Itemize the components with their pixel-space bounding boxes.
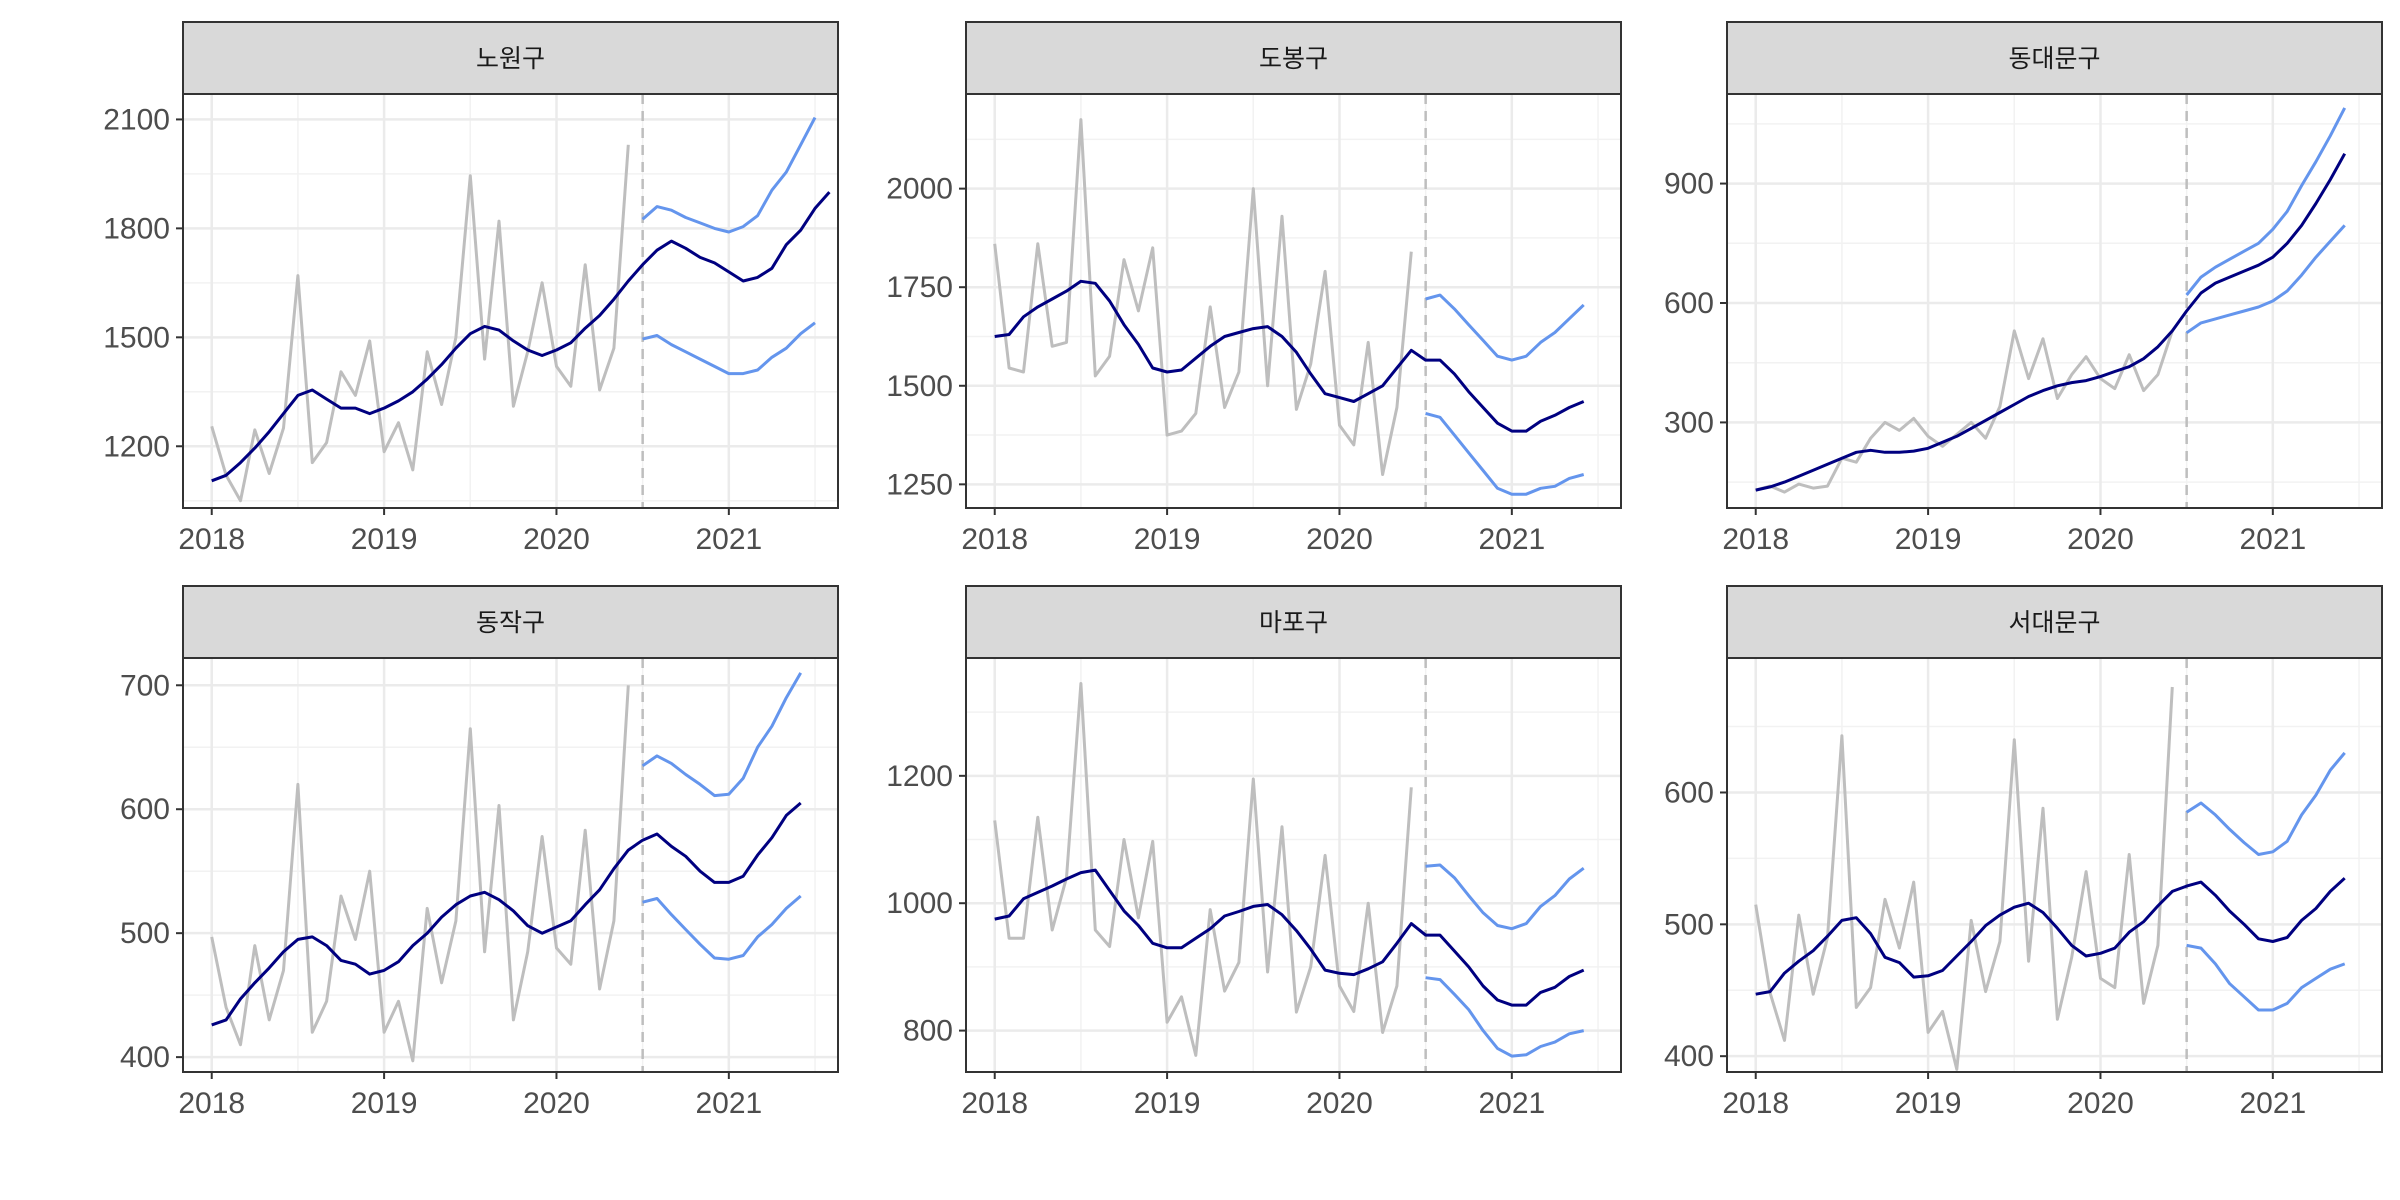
y-tick-label: 900 bbox=[1664, 168, 1714, 201]
interval-low-line bbox=[642, 321, 816, 376]
history-line bbox=[210, 685, 630, 1063]
plot-background bbox=[1727, 658, 2382, 1072]
x-tick-label: 2019 bbox=[1134, 523, 1201, 556]
x-tick-label: 2020 bbox=[1306, 523, 1373, 556]
plot-border bbox=[1726, 657, 2383, 1073]
trend-line bbox=[1755, 152, 2347, 492]
strip-background bbox=[1726, 585, 2383, 659]
trend-line bbox=[994, 868, 1585, 1007]
trend-line bbox=[994, 279, 1585, 433]
trend-line bbox=[211, 191, 831, 483]
history-line bbox=[993, 682, 1413, 1057]
x-tick-label: 2019 bbox=[1134, 1087, 1201, 1120]
plot-border bbox=[182, 93, 839, 509]
plot-background bbox=[966, 658, 1621, 1072]
y-tick-label: 1200 bbox=[886, 760, 953, 793]
facet-panel: 도봉구 1250 1500 1750 2000 2018 2019 2020 2021 bbox=[886, 21, 1622, 556]
y-tick-label: 600 bbox=[1664, 287, 1714, 320]
interval-high-line bbox=[1425, 863, 1585, 931]
history-line bbox=[210, 144, 630, 503]
interval-high-line bbox=[1425, 293, 1585, 362]
y-tick-label: 1500 bbox=[103, 321, 170, 354]
trend-line bbox=[1755, 877, 2346, 996]
history-line bbox=[993, 118, 1413, 476]
y-tick-label: 1200 bbox=[103, 430, 170, 463]
plot-background bbox=[1727, 94, 2382, 508]
interval-high-line bbox=[2185, 751, 2346, 856]
x-tick-label: 2020 bbox=[2067, 523, 2134, 556]
interval-high-line bbox=[641, 116, 817, 234]
interval-high-line bbox=[641, 672, 802, 798]
x-tick-label: 2021 bbox=[695, 1087, 762, 1120]
facet-panel: 노원구 1200 1500 1800 2100 2018 2019 2020 2021 bbox=[103, 21, 839, 556]
history-line bbox=[1755, 329, 2174, 494]
y-tick-label: 1000 bbox=[886, 887, 953, 920]
x-tick-label: 2018 bbox=[1722, 523, 1789, 556]
x-tick-label: 2018 bbox=[1722, 1087, 1789, 1120]
y-tick-label: 400 bbox=[1664, 1040, 1714, 1073]
y-tick-label: 400 bbox=[120, 1041, 170, 1074]
plot-border bbox=[965, 93, 1622, 509]
x-tick-label: 2021 bbox=[1478, 1087, 1545, 1120]
strip-title: 노원구 bbox=[476, 44, 545, 73]
strip-title: 마포구 bbox=[1259, 608, 1328, 637]
strip-title: 서대문구 bbox=[2008, 608, 2100, 637]
plot-background bbox=[966, 94, 1621, 508]
y-tick-label: 1750 bbox=[886, 271, 953, 304]
x-tick-label: 2018 bbox=[178, 523, 245, 556]
x-tick-label: 2019 bbox=[351, 523, 418, 556]
strip-background bbox=[1726, 21, 2383, 95]
y-tick-label: 2000 bbox=[886, 173, 953, 206]
y-tick-label: 1250 bbox=[886, 468, 953, 501]
y-tick-label: 600 bbox=[120, 793, 170, 826]
x-tick-label: 2018 bbox=[961, 1087, 1028, 1120]
x-tick-label: 2019 bbox=[1895, 1087, 1962, 1120]
plot-border bbox=[965, 657, 1622, 1073]
x-tick-label: 2018 bbox=[961, 523, 1028, 556]
interval-high-line bbox=[2185, 107, 2347, 296]
x-tick-label: 2018 bbox=[178, 1087, 245, 1120]
y-tick-label: 600 bbox=[1664, 776, 1714, 809]
facet-panel: 마포구 800 1000 1200 2018 2019 2020 2021 bbox=[886, 585, 1622, 1120]
x-tick-label: 2019 bbox=[1895, 523, 1962, 556]
y-tick-label: 800 bbox=[903, 1015, 953, 1048]
x-tick-label: 2019 bbox=[351, 1087, 418, 1120]
y-tick-label: 300 bbox=[1664, 406, 1714, 439]
y-tick-label: 1800 bbox=[103, 212, 170, 245]
y-tick-label: 2100 bbox=[103, 103, 170, 136]
plot-background bbox=[183, 658, 838, 1072]
facet-panel: 동대문구 300 600 900 2018 2019 2020 2021 bbox=[1664, 21, 2383, 556]
x-tick-label: 2021 bbox=[695, 523, 762, 556]
x-tick-label: 2020 bbox=[523, 1087, 590, 1120]
interval-low-line bbox=[2186, 943, 2346, 1012]
plot-border bbox=[182, 657, 839, 1073]
x-tick-label: 2020 bbox=[1306, 1087, 1373, 1120]
interval-low-line bbox=[2185, 224, 2346, 335]
strip-background bbox=[182, 585, 839, 659]
interval-low-line bbox=[1425, 976, 1585, 1058]
x-tick-label: 2020 bbox=[523, 523, 590, 556]
y-tick-label: 700 bbox=[120, 669, 170, 702]
x-tick-label: 2020 bbox=[2067, 1087, 2134, 1120]
x-tick-label: 2021 bbox=[2239, 1087, 2306, 1120]
facet-panels: 노원구 1200 1500 1800 2100 2018 2019 2020 2021 도봉구 12… bbox=[103, 21, 2383, 1120]
strip-title: 동작구 bbox=[476, 608, 545, 637]
y-tick-label: 500 bbox=[1664, 908, 1714, 941]
interval-low-line bbox=[642, 894, 802, 961]
facet-panel: 서대문구 400 500 600 2018 2019 2020 2021 bbox=[1664, 585, 2383, 1120]
interval-low-line bbox=[1425, 411, 1585, 496]
y-tick-label: 1500 bbox=[886, 370, 953, 403]
trend-line bbox=[211, 801, 802, 1027]
x-tick-label: 2021 bbox=[1478, 523, 1545, 556]
strip-background bbox=[965, 21, 1622, 95]
y-tick-label: 500 bbox=[120, 917, 170, 950]
x-tick-label: 2021 bbox=[2239, 523, 2306, 556]
strip-title: 동대문구 bbox=[2008, 44, 2100, 73]
plot-border bbox=[1726, 93, 2383, 509]
strip-background bbox=[182, 21, 839, 95]
strip-title: 도봉구 bbox=[1259, 44, 1328, 73]
history-line bbox=[1754, 686, 2174, 1071]
facet-panel: 동작구 400 500 600 700 2018 2019 2020 2021 bbox=[120, 585, 839, 1120]
